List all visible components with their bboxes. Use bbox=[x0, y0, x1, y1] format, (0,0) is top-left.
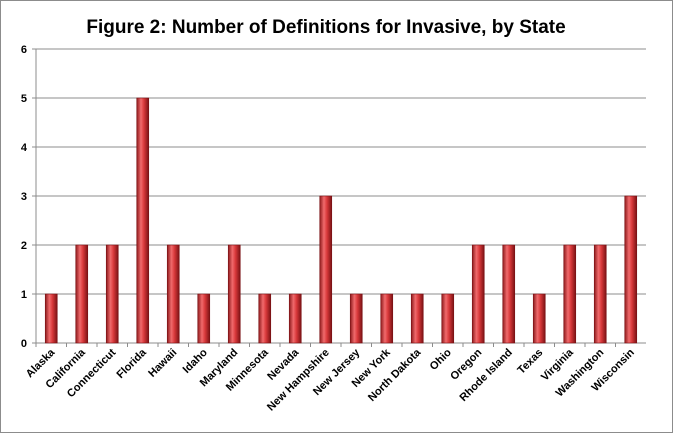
bar-minnesota bbox=[258, 293, 272, 344]
gridlines bbox=[36, 48, 646, 295]
bars bbox=[44, 97, 638, 344]
chart-title: Figure 2: Number of Definitions for Inva… bbox=[86, 17, 566, 38]
bar-maryland bbox=[227, 244, 241, 344]
bar-virginia bbox=[563, 244, 577, 344]
bar-texas bbox=[532, 293, 546, 344]
bar-washington bbox=[593, 244, 607, 344]
x-tick-label: North Dakota bbox=[366, 346, 424, 404]
bar-rhode-island bbox=[502, 244, 516, 344]
bar-alaska bbox=[44, 293, 58, 344]
x-tick-label: Idaho bbox=[181, 346, 210, 375]
bar-ohio bbox=[441, 293, 455, 344]
x-tick-label: Hawaii bbox=[146, 347, 179, 380]
y-tick-label: 0 bbox=[21, 338, 27, 350]
bar-connecticut bbox=[105, 244, 119, 344]
bar-hawaii bbox=[166, 244, 180, 344]
y-tick-label: 1 bbox=[21, 289, 27, 301]
axes bbox=[32, 48, 646, 347]
bar-nevada bbox=[288, 293, 302, 344]
x-tick-label: Florida bbox=[114, 346, 149, 381]
bar-wisconsin bbox=[624, 195, 638, 344]
bar-north-dakota bbox=[410, 293, 424, 344]
bar-new-jersey bbox=[349, 293, 363, 344]
y-tick-labels: 0 1 2 3 4 5 6 bbox=[21, 44, 28, 350]
y-tick-label: 3 bbox=[21, 191, 27, 203]
bar-new-york bbox=[380, 293, 394, 344]
y-tick-label: 6 bbox=[21, 44, 27, 56]
y-tick-label: 5 bbox=[21, 93, 27, 105]
x-tick-label: Ohio bbox=[428, 346, 454, 372]
bar-florida bbox=[136, 97, 150, 344]
bar-california bbox=[75, 244, 89, 344]
y-tick-label: 2 bbox=[21, 240, 27, 252]
bar-new-hampshire bbox=[319, 195, 333, 344]
x-tick-labels: AlaskaCaliforniaConnecticutFloridaHawaii… bbox=[24, 346, 637, 413]
bar-oregon bbox=[471, 244, 485, 344]
y-tick-label: 4 bbox=[21, 142, 28, 154]
bar-idaho bbox=[197, 293, 211, 344]
